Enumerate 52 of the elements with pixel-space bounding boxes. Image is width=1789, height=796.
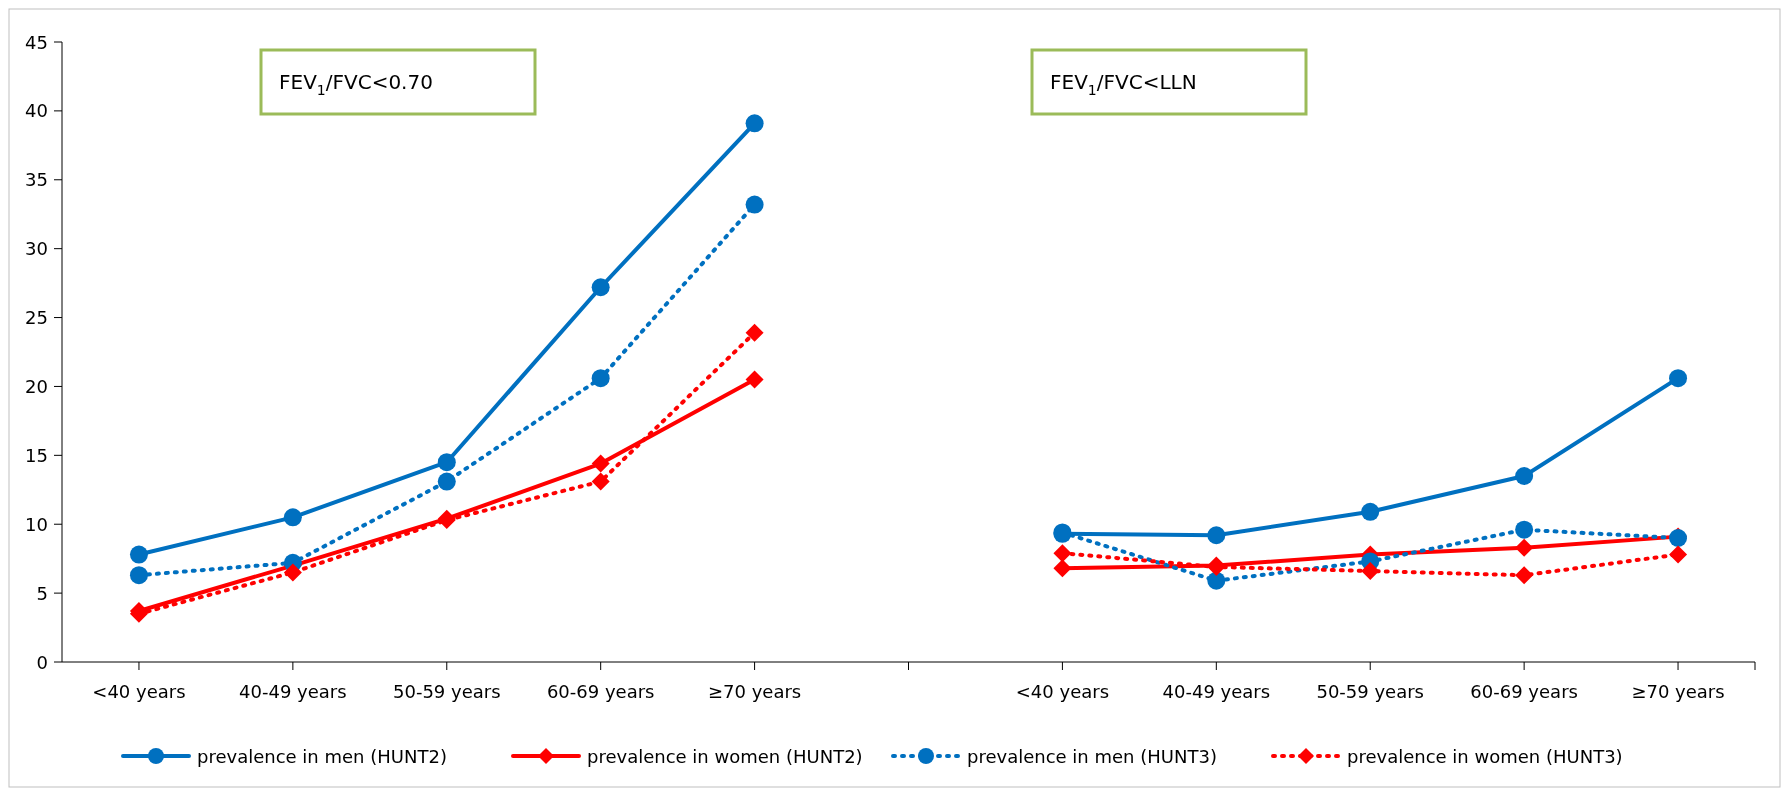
x-tick-label: 60-69 years [1470,681,1578,702]
point [1669,545,1688,564]
x-tick-label: 50-59 years [392,681,501,702]
point [745,323,764,342]
x-tick-label: 60-69 years [546,681,655,702]
y-tick-label: 5 [36,582,48,604]
legend-label: prevalence in men (HUNT3) [967,745,1217,767]
point [1361,502,1380,521]
point [1361,562,1380,581]
point [1053,544,1072,563]
x-tick-label: <40 years [1015,681,1110,702]
point [591,472,610,491]
point [591,369,610,388]
point [745,370,764,389]
x-tick-label: 50-59 years [1316,681,1425,702]
point [1669,369,1688,388]
y-tick-label: 40 [25,100,48,122]
legend-label: prevalence in women (HUNT2) [587,745,863,767]
point [591,454,610,473]
x-tick-label: <40 years [92,681,186,702]
point [1207,571,1226,590]
x-tick-label: 40-49 years [1162,681,1271,702]
x-tick-label: ≥70 years [1631,681,1725,702]
y-tick-label: 25 [25,307,48,329]
point [283,508,302,527]
point [283,563,302,582]
point [437,472,456,491]
x-tick-label: 40-49 years [239,681,347,702]
point [1515,520,1534,539]
annotation: FEV$_{1}$/FVC<0.70 [279,70,433,98]
point [1053,559,1072,578]
y-tick-label: 45 [25,31,48,53]
point [129,566,148,585]
point [437,453,456,472]
point [1515,467,1534,485]
annotation: FEV$_{1}$/FVC<LLN [1050,70,1197,98]
y-tick-label: 30 [25,238,48,260]
y-tick-label: 15 [25,444,48,466]
legend-label: prevalence in women (HUNT3) [1347,745,1623,767]
point [1515,566,1534,585]
y-tick-label: 0 [36,651,48,673]
x-tick-label: ≥70 years [707,681,802,702]
y-tick-label: 20 [25,375,48,397]
point [745,114,764,133]
legend-label: prevalence in men (HUNT2) [197,745,447,767]
point [745,195,764,214]
y-tick-label: 10 [25,513,48,535]
point [591,278,610,297]
point [1207,526,1226,545]
y-tick-label: 35 [25,169,48,191]
point [1515,538,1534,557]
point [129,545,148,564]
